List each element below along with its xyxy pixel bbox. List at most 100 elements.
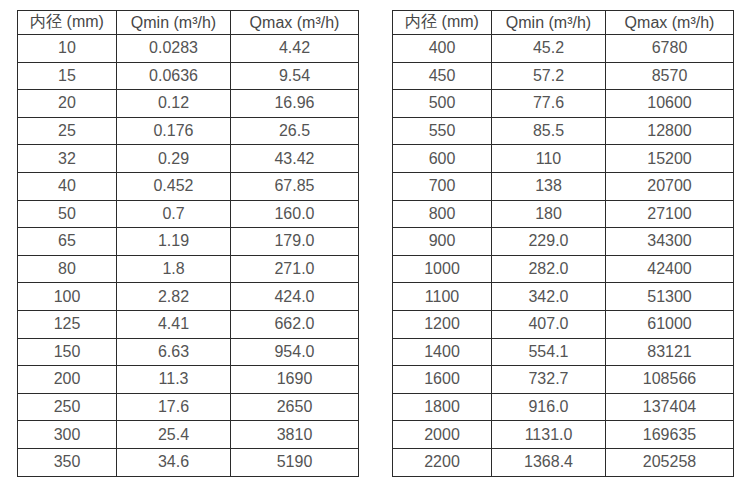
table-row: 1800916.0137404 [393, 393, 734, 421]
table-cell: 10600 [606, 90, 734, 118]
table-cell: 45.2 [492, 35, 606, 63]
flow-table-large-diameters: 内径 (mm)Qmin (m³/h)Qmax (m³/h) 40045.2678… [392, 10, 734, 477]
table-cell: 554.1 [492, 338, 606, 366]
table-cell: 5190 [231, 448, 359, 476]
table-cell: 342.0 [492, 283, 606, 311]
table-cell: 42400 [606, 255, 734, 283]
table-cell: 4.42 [231, 35, 359, 63]
table-cell: 1100 [393, 283, 492, 311]
table-cell: 954.0 [231, 338, 359, 366]
table-row: 1200407.061000 [393, 310, 734, 338]
table-cell: 600 [393, 145, 492, 173]
flow-rate-spec-page: 内径 (mm)Qmin (m³/h)Qmax (m³/h) 100.02834.… [0, 0, 750, 483]
table-row: 80018027100 [393, 200, 734, 228]
table-cell: 800 [393, 200, 492, 228]
table-cell: 50 [18, 200, 117, 228]
flow-table-small-diameters: 内径 (mm)Qmin (m³/h)Qmax (m³/h) 100.02834.… [17, 10, 359, 477]
table-row: 60011015200 [393, 145, 734, 173]
table-cell: 0.29 [117, 145, 231, 173]
table-row: 20001131.0169635 [393, 421, 734, 449]
table-cell: 2650 [231, 393, 359, 421]
header-row: 内径 (mm)Qmin (m³/h)Qmax (m³/h) [18, 11, 359, 35]
table-cell: 205258 [606, 448, 734, 476]
table-row: 651.19179.0 [18, 228, 359, 256]
table-cell: 271.0 [231, 255, 359, 283]
table-row: 400.45267.85 [18, 172, 359, 200]
table-row: 250.17626.5 [18, 117, 359, 145]
column-header: Qmax (m³/h) [606, 11, 734, 35]
table-cell: 160.0 [231, 200, 359, 228]
table-cell: 900 [393, 228, 492, 256]
table-cell: 43.42 [231, 145, 359, 173]
table-cell: 1368.4 [492, 448, 606, 476]
table-row: 1100342.051300 [393, 283, 734, 311]
table-cell: 6.63 [117, 338, 231, 366]
table-cell: 179.0 [231, 228, 359, 256]
table-row: 500.7160.0 [18, 200, 359, 228]
table-row: 50077.610600 [393, 90, 734, 118]
table-cell: 15 [18, 62, 117, 90]
table-cell: 20700 [606, 172, 734, 200]
table-cell: 0.0636 [117, 62, 231, 90]
table-row: 1400554.183121 [393, 338, 734, 366]
table-cell: 32 [18, 145, 117, 173]
table-row: 45057.28570 [393, 62, 734, 90]
table-cell: 26.5 [231, 117, 359, 145]
table-cell: 108566 [606, 366, 734, 394]
table-cell: 6780 [606, 35, 734, 63]
table-cell: 700 [393, 172, 492, 200]
table-row: 35034.65190 [18, 448, 359, 476]
table-row: 20011.31690 [18, 366, 359, 394]
table-cell: 169635 [606, 421, 734, 449]
table-row: 40045.26780 [393, 35, 734, 63]
column-header: Qmax (m³/h) [231, 11, 359, 35]
table-cell: 20 [18, 90, 117, 118]
table-cell: 1.8 [117, 255, 231, 283]
table-cell: 3810 [231, 421, 359, 449]
table-body: 100.02834.42 150.06369.54200.1216.96250.1… [18, 35, 359, 477]
table-cell: 450 [393, 62, 492, 90]
table-cell: 8570 [606, 62, 734, 90]
table-cell: 2000 [393, 421, 492, 449]
table-cell: 40 [18, 172, 117, 200]
table-cell: 500 [393, 90, 492, 118]
table-row: 801.8271.0 [18, 255, 359, 283]
table-row: 55085.512800 [393, 117, 734, 145]
table-cell: 125 [18, 310, 117, 338]
table-cell: 137404 [606, 393, 734, 421]
table-cell: 2200 [393, 448, 492, 476]
table-cell: 662.0 [231, 310, 359, 338]
table-cell: 67.85 [231, 172, 359, 200]
table-cell: 400 [393, 35, 492, 63]
table-row: 200.1216.96 [18, 90, 359, 118]
table-cell: 11.3 [117, 366, 231, 394]
table-row: 1002.82424.0 [18, 283, 359, 311]
table-row: 25017.62650 [18, 393, 359, 421]
table-cell: 0.0283 [117, 35, 231, 63]
table-cell: 57.2 [492, 62, 606, 90]
table-cell: 229.0 [492, 228, 606, 256]
table-cell: 0.452 [117, 172, 231, 200]
table-cell: 350 [18, 448, 117, 476]
table-cell: 1131.0 [492, 421, 606, 449]
table-cell: 1200 [393, 310, 492, 338]
table-cell: 407.0 [492, 310, 606, 338]
table-cell: 61000 [606, 310, 734, 338]
table-cell: 65 [18, 228, 117, 256]
table-row: 1506.63954.0 [18, 338, 359, 366]
table-cell: 25 [18, 117, 117, 145]
table-cell: 424.0 [231, 283, 359, 311]
table-row: 320.2943.42 [18, 145, 359, 173]
table-cell: 4.41 [117, 310, 231, 338]
column-header: Qmin (m³/h) [492, 11, 606, 35]
table-cell: 12800 [606, 117, 734, 145]
table-cell: 80 [18, 255, 117, 283]
table-cell: 282.0 [492, 255, 606, 283]
table-cell: 9.54 [231, 62, 359, 90]
table-cell: 10 [18, 35, 117, 63]
column-header: 内径 (mm) [18, 11, 117, 35]
table-cell: 15200 [606, 145, 734, 173]
table-cell: 77.6 [492, 90, 606, 118]
table-row: 30025.43810 [18, 421, 359, 449]
table-cell: 110 [492, 145, 606, 173]
